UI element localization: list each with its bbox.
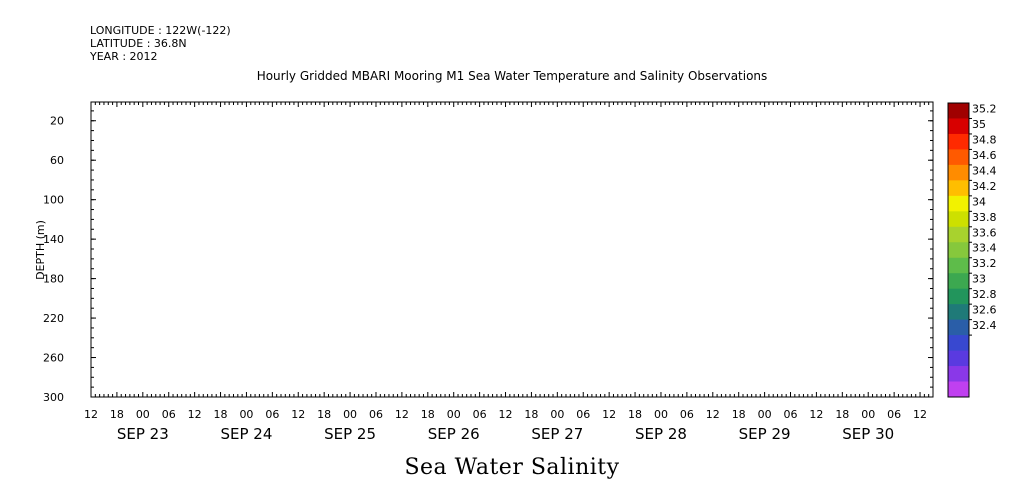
longitude-label: LONGITUDE : 122W(-122) <box>90 24 231 37</box>
y-axis-label: DEPTH (m) <box>34 220 47 280</box>
year-label: YEAR : 2012 <box>90 50 158 63</box>
chart-title: Hourly Gridded MBARI Mooring M1 Sea Wate… <box>257 69 768 83</box>
latitude-label: LATITUDE : 36.8N <box>90 37 187 50</box>
chart-metadata: LONGITUDE : 122W(-122) LATITUDE : 36.8N … <box>90 24 231 63</box>
